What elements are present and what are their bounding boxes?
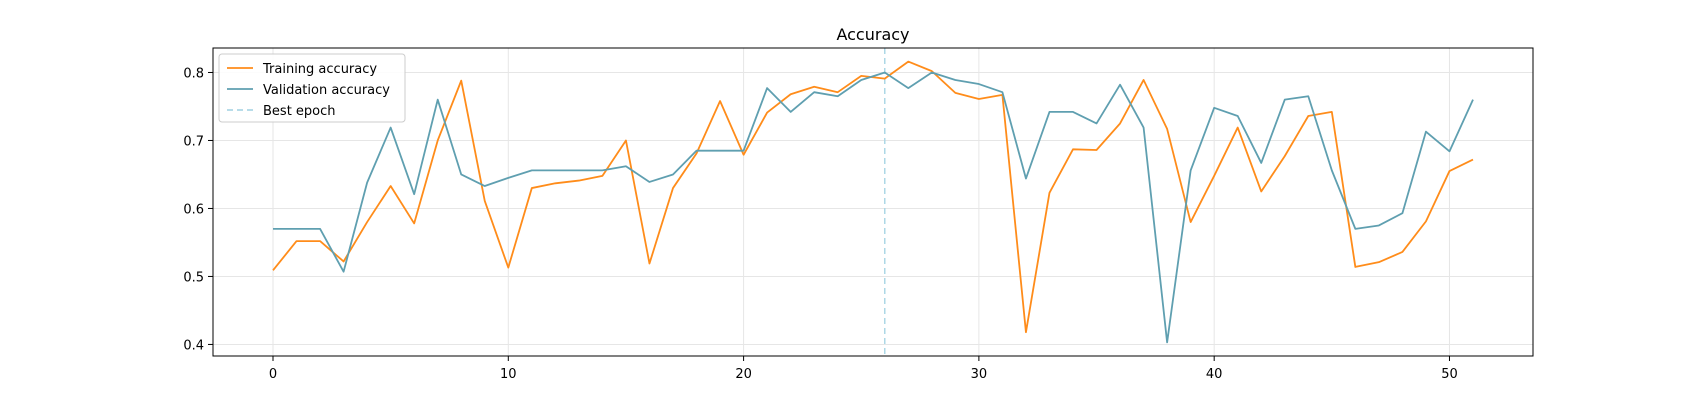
series-line-1 <box>273 71 1474 344</box>
x-tick-label: 50 <box>1441 367 1458 382</box>
x-tick-label: 30 <box>971 367 988 382</box>
series-line-0 <box>272 60 1474 334</box>
y-tick-label: 0.8 <box>183 66 204 81</box>
legend-label-2: Best epoch <box>263 104 336 119</box>
x-tick-label: 40 <box>1206 367 1223 382</box>
y-tick-label: 0.6 <box>183 202 204 217</box>
y-tick-label: 0.7 <box>183 134 204 149</box>
x-tick-label: 20 <box>735 367 752 382</box>
grid <box>213 48 1533 356</box>
x-tick-label: 0 <box>269 367 277 382</box>
series-layer <box>272 60 1474 344</box>
y-tick-label: 0.5 <box>183 270 204 285</box>
chart-title: Accuracy <box>836 25 909 44</box>
legend-label-1: Validation accuracy <box>263 83 390 98</box>
plot-frame <box>212 47 1534 357</box>
legend-box <box>218 53 406 123</box>
legend-label-0: Training accuracy <box>262 62 377 77</box>
x-tick-label: 10 <box>500 367 517 382</box>
y-tick-label: 0.4 <box>183 338 204 353</box>
x-axis: 0 10 20 30 40 50 <box>269 356 1458 382</box>
legend: Training accuracy Validation accuracy Best… <box>218 53 406 123</box>
y-axis: 0.4 0.5 0.6 0.7 0.8 <box>183 66 213 353</box>
